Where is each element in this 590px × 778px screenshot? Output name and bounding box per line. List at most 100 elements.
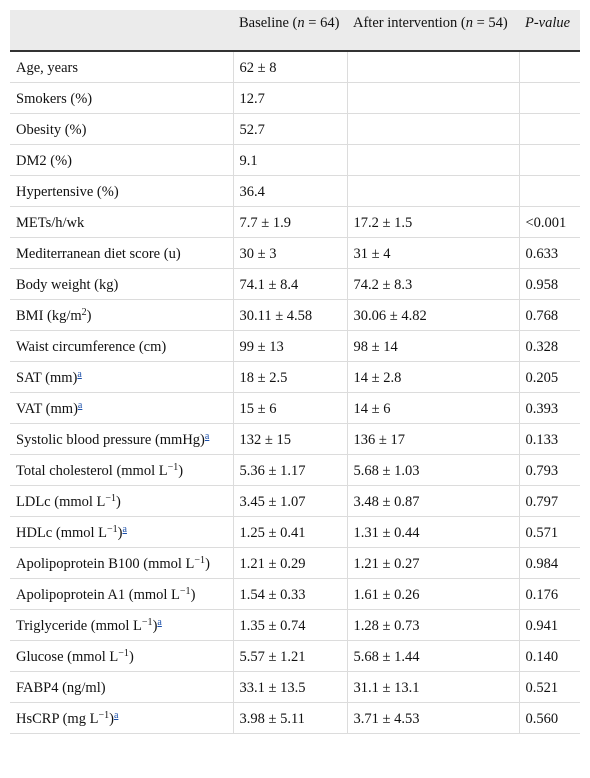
text: Apolipoprotein A1 (mmol L <box>16 587 180 603</box>
cell: 1.28 ± 0.73 <box>347 609 520 641</box>
text: LDLc (mmol L <box>16 494 106 510</box>
cell: 31 ± 4 <box>347 237 520 269</box>
cell: 74.1 ± 8.4 <box>233 268 348 300</box>
text: ) <box>117 525 123 541</box>
cell: 0.328 <box>519 330 580 362</box>
italic-text: P-value <box>525 15 571 31</box>
cell: 0.176 <box>519 578 580 610</box>
cell <box>519 82 580 114</box>
footnote-mark: a <box>78 400 82 411</box>
cell: 0.205 <box>519 361 580 393</box>
table-row: BMI (kg/m2) 30.11 ± 4.58 30.06 ± 4.82 0.768 <box>10 299 580 331</box>
row-label: VAT (mm)a <box>10 392 234 424</box>
cell: 74.2 ± 8.3 <box>347 268 520 300</box>
cell: 1.61 ± 0.26 <box>347 578 520 610</box>
table-row: Hypertensive (%) 36.4 <box>10 175 580 207</box>
text: Total cholesterol (mmol L <box>16 463 168 479</box>
superscript: −1 <box>105 493 117 504</box>
text: Glucose (mmol L <box>16 649 119 665</box>
row-label: Triglyceride (mmol L−1)a <box>10 609 234 641</box>
row-label: DM2 (%) <box>10 144 234 176</box>
row-label: Systolic blood pressure (mmHg)a <box>10 423 234 455</box>
row-label: Smokers (%) <box>10 82 234 114</box>
footnote-mark: a <box>205 431 209 442</box>
header-cell <box>10 10 233 52</box>
table-row: HsCRP (mg L−1)a 3.98 ± 5.11 3.71 ± 4.53 0.5… <box>10 702 580 734</box>
cell: 1.21 ± 0.29 <box>233 547 348 579</box>
text: BMI (kg/m <box>16 308 82 324</box>
cell: 1.25 ± 0.41 <box>233 516 348 548</box>
cell: 0.140 <box>519 640 580 672</box>
cell: 132 ± 15 <box>233 423 348 455</box>
header-cell: P-value <box>519 10 580 52</box>
cell: 1.31 ± 0.44 <box>347 516 520 548</box>
table-row: Systolic blood pressure (mmHg)a 132 ± 15 1… <box>10 423 580 455</box>
cell: 7.7 ± 1.9 <box>233 206 348 238</box>
footnote-link[interactable]: a <box>77 369 82 380</box>
row-label: Obesity (%) <box>10 113 234 145</box>
cell: 0.133 <box>519 423 580 455</box>
cell: 3.71 ± 4.53 <box>347 702 520 734</box>
row-label: HsCRP (mg L−1)a <box>10 702 234 734</box>
cell: 0.984 <box>519 547 580 579</box>
footnote-mark: a <box>114 710 118 721</box>
cell: 99 ± 13 <box>233 330 348 362</box>
superscript: −1 <box>194 555 206 566</box>
cell <box>347 175 520 207</box>
footnote-link[interactable]: a <box>204 431 210 442</box>
text: SAT (mm) <box>16 370 78 386</box>
table-row: Apolipoprotein A1 (mmol L−1) 1.54 ± 0.33 1… <box>10 578 580 610</box>
header-cell: After intervention (n = 54) <box>347 10 519 52</box>
text: ) <box>190 587 196 603</box>
cell: 3.45 ± 1.07 <box>233 485 348 517</box>
table-row: Total cholesterol (mmol L−1) 5.36 ± 1.17 5… <box>10 454 580 486</box>
header-cell: Baseline (n = 64) <box>233 10 347 52</box>
cell <box>519 144 580 176</box>
footnote-link[interactable]: a <box>157 617 162 628</box>
table-row: Apolipoprotein B100 (mmol L−1) 1.21 ± 0.2… <box>10 547 580 579</box>
cell: 136 ± 17 <box>347 423 520 455</box>
cell: 18 ± 2.5 <box>233 361 348 393</box>
footnote-link[interactable]: a <box>122 524 127 535</box>
row-label: Mediterranean diet score (u) <box>10 237 234 269</box>
row-label: LDLc (mmol L−1) <box>10 485 234 517</box>
superscript: −1 <box>167 462 179 473</box>
cell: 0.560 <box>519 702 580 734</box>
cell: 0.571 <box>519 516 580 548</box>
cell: 5.36 ± 1.17 <box>233 454 348 486</box>
text: ) <box>178 463 184 479</box>
cell: 5.57 ± 1.21 <box>233 640 348 672</box>
row-label: Apolipoprotein A1 (mmol L−1) <box>10 578 234 610</box>
cell <box>347 144 520 176</box>
cell: 0.797 <box>519 485 580 517</box>
cell: 30 ± 3 <box>233 237 348 269</box>
table-row: LDLc (mmol L−1) 3.45 ± 1.07 3.48 ± 0.87 0.7… <box>10 485 580 517</box>
text: Systolic blood pressure (mmHg) <box>16 432 205 448</box>
footnote-link[interactable]: a <box>113 710 119 721</box>
footnote-mark: a <box>123 524 127 535</box>
footnote-link[interactable]: a <box>77 400 83 411</box>
row-label: FABP4 (ng/ml) <box>10 671 234 703</box>
text: HsCRP (mg L <box>16 711 99 727</box>
cell <box>519 113 580 145</box>
table-row: FABP4 (ng/ml) 33.1 ± 13.5 31.1 ± 13.1 0.521 <box>10 671 580 703</box>
cell: 0.633 <box>519 237 580 269</box>
text: = 64) <box>304 15 340 31</box>
table-row: Waist circumference (cm) 99 ± 13 98 ± 14 0.… <box>10 330 580 362</box>
cell: 14 ± 2.8 <box>347 361 520 393</box>
cell: 1.35 ± 0.74 <box>233 609 348 641</box>
row-label: METs/h/wk <box>10 206 234 238</box>
text: HDLc (mmol L <box>16 525 108 541</box>
cell <box>519 175 580 207</box>
cell: <0.001 <box>519 206 580 238</box>
text: ) <box>116 494 121 510</box>
row-label: Total cholesterol (mmol L−1) <box>10 454 234 486</box>
cell: 30.06 ± 4.82 <box>347 299 520 331</box>
table-row: Body weight (kg) 74.1 ± 8.4 74.2 ± 8.3 0.95… <box>10 268 580 300</box>
row-label: Glucose (mmol L−1) <box>10 640 234 672</box>
cell <box>519 51 580 83</box>
header-row: Baseline (n = 64) After intervention (n =… <box>10 10 580 52</box>
cell: 0.393 <box>519 392 580 424</box>
table-row: Smokers (%) 12.7 <box>10 82 580 114</box>
footnote-mark: a <box>157 617 161 628</box>
